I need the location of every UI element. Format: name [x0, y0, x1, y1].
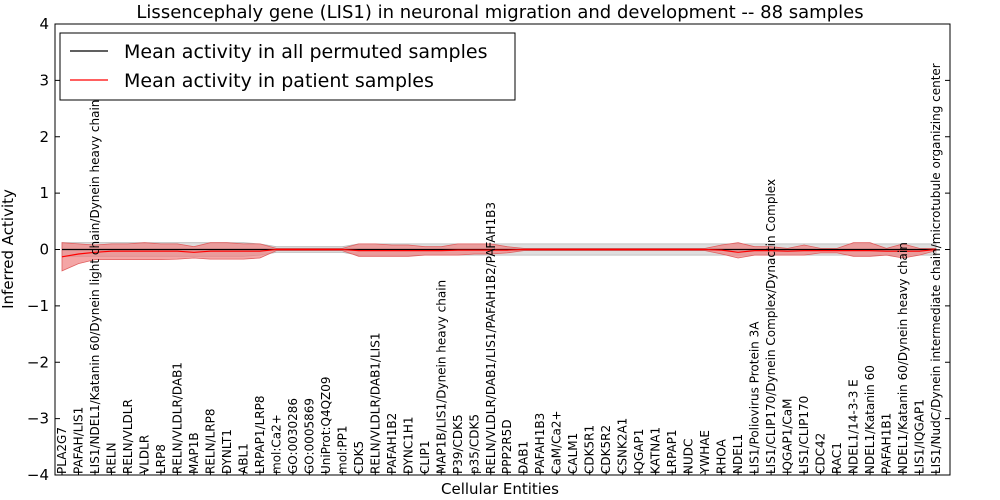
x-tick-label: NUDC [682, 439, 696, 474]
x-tick-label: DAB1 [517, 441, 531, 474]
y-axis: 4 3 2 1 0 −1 −2 −3 −4 [27, 15, 950, 484]
x-tick-label: RELN/LRP8 [203, 408, 217, 474]
x-tick-label: PLA2G7 [55, 427, 69, 474]
x-tick-label: RELN/VLDLR [121, 399, 135, 474]
x-tick-label: CDC42 [814, 433, 828, 474]
x-tick-label: P39/CDK5 [451, 414, 465, 474]
x-tick-label: RAC1 [830, 442, 844, 474]
x-tick-label: LIS1/NudC/Dynein intermediate chain/micr… [929, 63, 943, 474]
x-tick-label: NDEL1/14-3-3 E [847, 379, 861, 474]
x-tick-label: DYNC1H1 [401, 416, 415, 474]
x-tick-label: CDK5R2 [599, 425, 613, 474]
x-tick-label: NDEL1/Katanin 60/Dynein heavy chain [896, 242, 910, 474]
x-tick-label: DYNLT1 [220, 429, 234, 474]
y-tick-label: 2 [39, 128, 49, 146]
y-tick-label: −4 [27, 466, 49, 484]
x-tick-label: PAFAH1B3 [533, 413, 547, 474]
legend-entry-patient: Mean activity in patient samples [124, 70, 434, 92]
x-tick-label: PPP2R5D [500, 419, 514, 474]
x-tick-label: p35/CDK5 [467, 414, 481, 474]
x-tick-label: CDK5R1 [583, 425, 597, 474]
y-tick-label: 1 [39, 184, 49, 202]
legend-entry-permuted: Mean activity in all permuted samples [124, 41, 487, 63]
x-tick-label: LIS1/CLIP170 [797, 396, 811, 474]
x-tick-label: mol:PP1 [335, 425, 349, 474]
x-tick-label: RHOA [715, 438, 729, 474]
x-tick-label: RELN/VLDLR/DAB1 [170, 362, 184, 474]
x-tick-label: PAFAH1B2 [385, 413, 399, 474]
x-tick-label: IQGAP1/CaM [781, 399, 795, 475]
y-tick-label: −3 [27, 410, 49, 428]
x-tick-label: LRPAP1/LRP8 [253, 395, 267, 474]
confidence-bands [61, 242, 937, 272]
x-tick-label: RELN/VLDLR/DAB1/LIS1 [368, 333, 382, 474]
x-tick-label: LIS1/IQGAP1 [913, 399, 927, 474]
legend: Mean activity in all permuted samples Me… [59, 32, 516, 101]
x-tick-label: CDK5 [352, 441, 366, 474]
chart-title: Lissencephaly gene (LIS1) in neuronal mi… [136, 2, 863, 23]
x-tick-label: CSNK2A1 [616, 418, 630, 474]
x-tick-label: CLIP1 [418, 441, 432, 474]
x-tick-label: LIS1/NDEL1/Katanin 60/Dynein light chain… [88, 100, 102, 474]
plot-frame [54, 23, 951, 476]
series-lines [61, 248, 937, 258]
x-tick-label: LRP8 [154, 444, 168, 474]
x-tick-label: RELN [105, 442, 119, 474]
x-tick-label: mol:Ca2+ [269, 414, 283, 474]
x-tick-label: NDEL1 [731, 434, 745, 474]
x-tick-label: ABL1 [236, 443, 250, 474]
y-tick-label: −2 [27, 353, 49, 371]
y-tick-label: −1 [27, 297, 49, 315]
x-tick-label: PAFAH1B1 [880, 413, 894, 474]
x-tick-label: LIS1/CLIP170/Dynein Complex/Dynactin Com… [764, 179, 778, 474]
x-tick-label: PAFAH/LIS1 [72, 407, 86, 474]
series-line-patient [61, 248, 937, 258]
x-tick-label: UniProt:Q4QZ09 [319, 376, 333, 474]
band-patient [61, 242, 937, 272]
y-tick-label: 0 [39, 241, 49, 259]
y-tick-label: 4 [39, 15, 49, 33]
x-tick-label: YWHAE [698, 430, 712, 475]
x-tick-label: MAP1B [187, 432, 201, 474]
x-tick-label: LIS1/Poliovirus Protein 3A [748, 321, 762, 474]
x-tick-label: LRPAP1 [665, 429, 679, 474]
x-tick-label: MAP1B/LIS1/Dynein heavy chain [434, 280, 448, 474]
x-tick-label: IQGAP1 [632, 429, 646, 474]
x-tick-label: GO:0005869 [302, 398, 316, 474]
x-tick-label: NDEL1/Katanin 60 [863, 365, 877, 474]
y-axis-label: Inferred Activity [0, 189, 17, 309]
x-tick-label: CALM1 [566, 433, 580, 474]
x-tick-label: CaM/Ca2+ [550, 410, 564, 474]
x-tick-label: RELN/VLDLR/DAB1/LIS1/PAFAH1B2/PAFAH1B3 [484, 202, 498, 474]
x-tick-label: VLDLR [138, 435, 152, 474]
x-tick-label: GO:0030286 [286, 398, 300, 474]
legend-box [59, 32, 516, 101]
y-tick-label: 3 [39, 71, 49, 89]
x-tick-label: KATNA1 [649, 427, 663, 474]
x-axis-label: Cellular Entities [441, 480, 559, 498]
x-axis: PLA2G7 PAFAH/LIS1 LIS1/NDEL1/Katanin 60/Dy… [55, 63, 943, 475]
